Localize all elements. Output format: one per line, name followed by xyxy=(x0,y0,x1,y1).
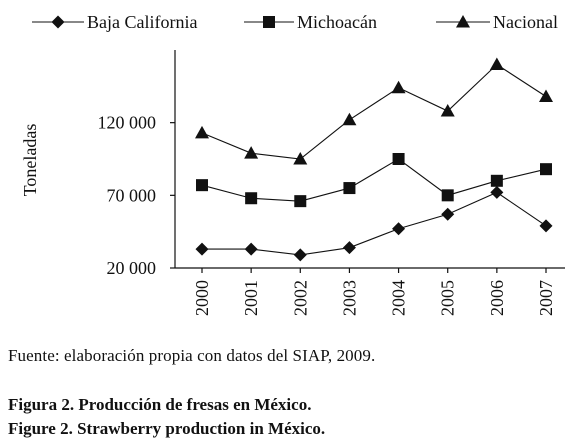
y-tick-label: 120 000 xyxy=(98,113,157,133)
data-point-nacional xyxy=(244,146,259,159)
source-note: Fuente: elaboración propia con datos del… xyxy=(8,346,376,365)
chart-legend: Baja California Michoacán Nacional xyxy=(32,12,558,32)
data-point-michoacan xyxy=(245,192,258,205)
data-point-nacional xyxy=(195,125,209,139)
legend-item-baja-california: Baja California xyxy=(32,12,197,32)
data-point-baja-california xyxy=(392,222,406,236)
data-point-nacional xyxy=(391,80,406,94)
data-point-michoacan xyxy=(343,182,356,195)
y-axis-label: Toneladas xyxy=(20,124,40,197)
data-point-baja-california xyxy=(244,242,258,256)
data-point-michoacan xyxy=(540,163,552,176)
x-tick-label: 2007 xyxy=(536,280,556,316)
x-tick-label: 2002 xyxy=(290,280,310,316)
data-point-baja-california xyxy=(441,207,455,221)
data-point-baja-california xyxy=(539,219,553,233)
data-point-baja-california xyxy=(195,242,209,256)
legend-marker-nacional xyxy=(456,15,470,28)
x-tick-label: 2003 xyxy=(339,280,359,316)
series-baja-california xyxy=(195,185,553,262)
chart-series xyxy=(195,57,553,262)
data-point-michoacan xyxy=(392,153,405,165)
data-point-nacional xyxy=(293,152,308,165)
line-chart: Baja California Michoacán Nacional Tonelad… xyxy=(20,12,565,316)
x-tick-label: 2001 xyxy=(241,280,261,316)
series-line-baja-california xyxy=(202,191,547,256)
data-point-baja-california xyxy=(342,241,356,255)
data-point-nacional xyxy=(440,104,455,117)
legend-item-nacional: Nacional xyxy=(436,12,558,32)
x-tick-label: 2000 xyxy=(192,280,212,316)
figure-caption-spanish: Figura 2. Producción de fresas en México… xyxy=(8,395,312,414)
legend-item-michoacan: Michoacán xyxy=(244,12,377,32)
figure-caption-english: Figure 2. Strawberry production in Méxic… xyxy=(8,419,326,438)
data-point-nacional xyxy=(539,89,553,103)
legend-label: Michoacán xyxy=(297,12,377,32)
series-michoacan xyxy=(196,153,552,208)
legend-label: Baja California xyxy=(87,12,197,32)
data-point-michoacan xyxy=(441,189,454,202)
x-tick-label: 2004 xyxy=(389,280,409,316)
data-point-baja-california xyxy=(490,185,504,199)
series-line-michoacan xyxy=(201,158,547,202)
y-tick-label: 20 000 xyxy=(107,258,157,278)
data-point-nacional xyxy=(342,112,357,126)
data-point-michoacan xyxy=(294,195,307,208)
data-point-baja-california xyxy=(293,248,307,262)
y-tick-label: 70 000 xyxy=(107,185,157,205)
legend-label: Nacional xyxy=(493,12,558,32)
data-point-michoacan xyxy=(490,174,503,187)
series-nacional xyxy=(195,57,553,165)
data-point-nacional xyxy=(489,57,504,71)
chart-axes: 20 000 70 000 120 000 2000 2001 2002 2003 2004 2… xyxy=(98,50,565,316)
series-line-nacional xyxy=(201,63,547,160)
x-tick-label: 2006 xyxy=(487,280,507,316)
legend-marker-baja-california xyxy=(51,15,65,29)
data-point-michoacan xyxy=(196,179,208,192)
legend-marker-michoacan xyxy=(263,16,275,28)
x-tick-label: 2005 xyxy=(438,280,458,316)
